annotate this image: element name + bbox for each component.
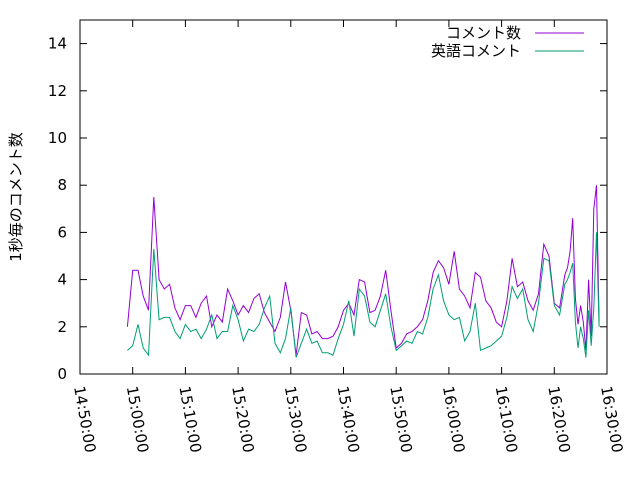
x-tick-label: 15:40:00: [334, 385, 363, 454]
y-axis-label: 1秒毎のコメント数: [7, 132, 25, 262]
x-tick-label: 16:00:00: [439, 385, 468, 454]
y-tick-label: 14: [48, 35, 67, 53]
legend-label-2: 英語コメント: [431, 42, 521, 60]
legend-label-1: コメント数: [446, 24, 521, 42]
y-tick-label: 0: [57, 365, 67, 383]
plot-area-frame: [79, 19, 608, 375]
x-tick-label: 16:20:00: [544, 385, 573, 454]
y-tick-label: 8: [57, 176, 67, 194]
x-tick-label: 15:30:00: [281, 385, 310, 454]
y-tick-label: 12: [48, 82, 67, 100]
y-tick-label: 10: [48, 129, 67, 147]
y-tick-label: 6: [57, 223, 67, 241]
series-line-2: [127, 232, 600, 358]
x-tick-label: 14:50:00: [70, 385, 99, 454]
x-tick-label: 15:00:00: [123, 385, 152, 454]
x-tick-label: 15:20:00: [228, 385, 257, 454]
y-tick-label: 2: [57, 318, 67, 336]
series-line-1: [126, 185, 600, 356]
y-tick-label: 4: [57, 271, 67, 289]
x-tick-label: 16:10:00: [492, 385, 521, 454]
x-tick-label: 15:50:00: [386, 385, 415, 454]
x-tick-label: 16:30:00: [597, 385, 626, 454]
x-tick-label: 15:10:00: [175, 385, 204, 454]
